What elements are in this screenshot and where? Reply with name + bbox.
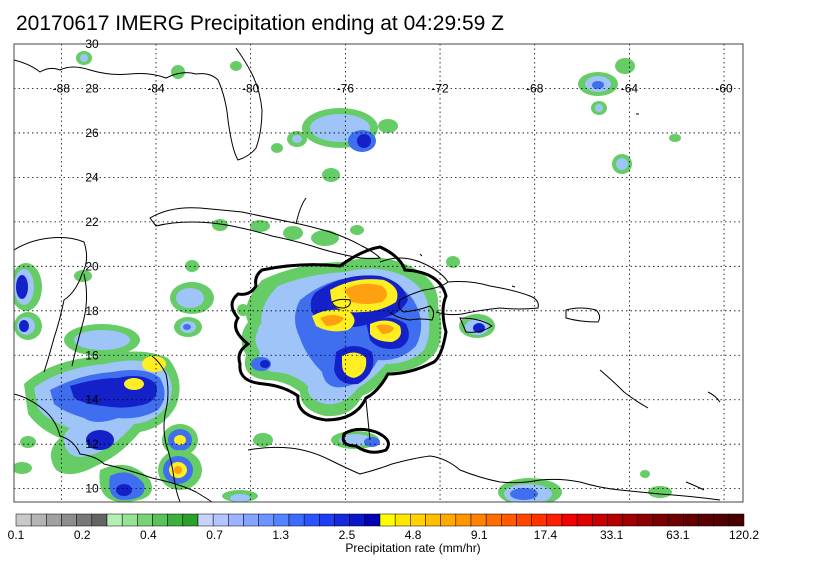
latitude-label: 14 xyxy=(85,393,99,407)
colorbar-swatch xyxy=(228,513,244,527)
colorbar-swatch xyxy=(561,513,578,527)
precip-south-america xyxy=(498,470,672,502)
longitude-label: -84 xyxy=(147,81,165,95)
colorbar-swatch xyxy=(410,513,426,527)
colorbar-tick-labels: 0.1 0.2 0.4 0.7 1.3 2.5 4.8 9.1 17.4 33.1 63.1 120.… xyxy=(8,528,760,542)
map-title: 20170617 IMERG Precipitation ending at 0… xyxy=(16,12,504,35)
colorbar-swatch xyxy=(364,513,381,527)
colorbar-swatch xyxy=(455,513,472,527)
colorbar-tick-label: 9.1 xyxy=(471,528,488,542)
colorbar-title: Precipitation rate (mm/hr) xyxy=(345,541,481,555)
colorbar-swatch xyxy=(91,513,108,527)
longitude-labels: -88 -84 -80 -76 -72 -68 -64 -60 xyxy=(53,81,733,95)
precip-main-system xyxy=(237,257,442,449)
longitude-label: -68 xyxy=(526,81,544,95)
precipitation-field xyxy=(14,51,681,502)
colorbar-tick-label: 2.5 xyxy=(339,528,356,542)
colorbar xyxy=(15,513,745,527)
colorbar-swatch xyxy=(30,513,47,527)
colorbar-swatch xyxy=(303,513,320,527)
colorbar-swatch xyxy=(667,513,684,527)
latitude-label: 20 xyxy=(85,259,99,273)
colorbar-tick-label: 0.7 xyxy=(206,528,223,542)
longitude-label: -64 xyxy=(621,81,639,95)
colorbar-swatch xyxy=(683,513,699,527)
colorbar-swatch xyxy=(46,513,62,527)
colorbar-swatch xyxy=(15,513,32,527)
latitude-label: 12 xyxy=(85,437,99,451)
colorbar-tick-label: 17.4 xyxy=(534,528,558,542)
graticule xyxy=(14,44,743,502)
latitude-label: 18 xyxy=(85,304,99,318)
colorbar-swatch xyxy=(106,513,123,527)
high-rate-contours xyxy=(230,245,448,454)
colorbar-swatch xyxy=(76,513,93,527)
colorbar-swatch xyxy=(576,513,593,527)
colorbar-swatch xyxy=(394,513,411,527)
colorbar-swatch xyxy=(334,513,350,527)
colorbar-swatch xyxy=(637,513,654,527)
colorbar-swatch xyxy=(728,513,745,527)
coastlines xyxy=(14,47,721,502)
latitude-label: 30 xyxy=(85,37,99,51)
colorbar-swatch xyxy=(152,513,168,527)
colorbar-swatch xyxy=(273,513,290,527)
colorbar-swatch xyxy=(713,513,730,527)
colorbar-swatch xyxy=(485,513,502,527)
colorbar-swatch xyxy=(546,513,563,527)
colorbar-tick-label: 0.1 xyxy=(8,528,25,542)
colorbar-tick-label: 4.8 xyxy=(405,528,422,542)
colorbar-swatch xyxy=(470,513,487,527)
precip-bahamas-north xyxy=(271,108,398,182)
colorbar-swatch xyxy=(501,513,517,527)
colorbar-tick-label: 0.4 xyxy=(140,528,157,542)
colorbar-swatch xyxy=(212,513,229,527)
colorbar-tick-label: 1.3 xyxy=(272,528,289,542)
colorbar-tick-label: 33.1 xyxy=(600,528,624,542)
latitude-label: 22 xyxy=(85,215,99,229)
colorbar-swatch xyxy=(531,513,548,527)
latitude-label: 26 xyxy=(85,126,99,140)
colorbar-swatch xyxy=(592,513,608,527)
colorbar-swatch xyxy=(516,513,532,527)
precip-central-america xyxy=(14,263,258,502)
colorbar-swatch xyxy=(243,513,259,527)
colorbar-swatch xyxy=(652,513,669,527)
colorbar-swatch xyxy=(121,513,138,527)
plot-frame xyxy=(13,43,744,503)
colorbar-swatch xyxy=(61,513,77,527)
colorbar-swatch xyxy=(622,513,639,527)
colorbar-swatch xyxy=(197,513,214,527)
colorbar-swatch xyxy=(607,513,623,527)
colorbar-swatch xyxy=(349,513,366,527)
latitude-label: 16 xyxy=(85,348,99,362)
colorbar-swatch xyxy=(698,513,714,527)
colorbar-tick-label: 63.1 xyxy=(666,528,690,542)
latitude-labels: 10 12 14 16 18 20 22 24 26 28 30 xyxy=(85,37,99,496)
latitude-label: 28 xyxy=(85,81,99,95)
colorbar-swatch xyxy=(182,513,199,527)
longitude-label: -76 xyxy=(337,81,355,95)
colorbar-swatch xyxy=(379,513,396,527)
longitude-label: -60 xyxy=(715,81,733,95)
longitude-label: -72 xyxy=(431,81,449,95)
colorbar-swatch xyxy=(319,513,335,527)
precip-atlantic-east xyxy=(76,51,681,174)
colorbar-tick-label: 0.2 xyxy=(74,528,91,542)
colorbar-swatch xyxy=(440,513,457,527)
latitude-label: 24 xyxy=(85,170,99,184)
latitude-label: 10 xyxy=(85,482,99,496)
longitude-label: -80 xyxy=(242,81,260,95)
longitude-label: -88 xyxy=(53,81,71,95)
colorbar-swatch xyxy=(167,513,184,527)
colorbar-swatch xyxy=(258,513,275,527)
colorbar-swatch xyxy=(137,513,153,527)
colorbar-swatch xyxy=(288,513,305,527)
colorbar-swatch xyxy=(425,513,441,527)
colorbar-tick-label: 120.2 xyxy=(729,528,759,542)
